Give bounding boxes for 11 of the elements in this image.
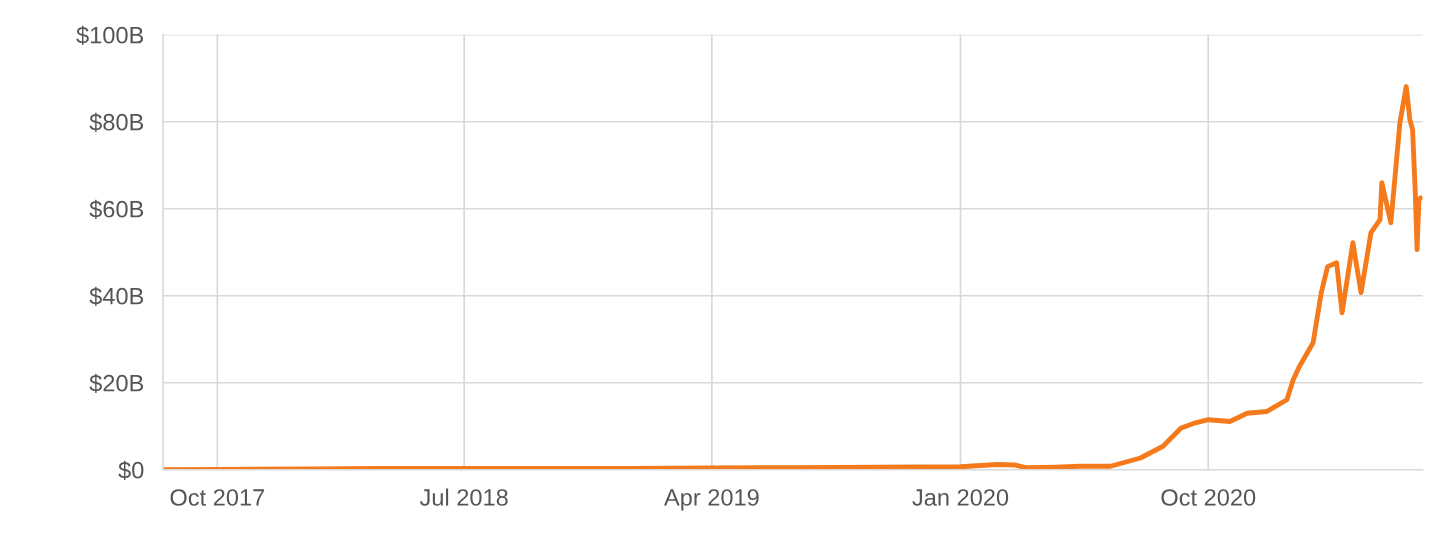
x-tick-label: Oct 2017 xyxy=(170,489,265,506)
y-tick-label: $40B xyxy=(89,286,144,306)
y-tick-label: $80B xyxy=(89,112,144,132)
y-tick-label: $100B xyxy=(76,25,144,45)
x-tick-label: Jan 2020 xyxy=(912,489,1009,506)
x-tick-label: Apr 2019 xyxy=(664,489,759,511)
x-tick-label: Jul 2018 xyxy=(419,488,508,506)
y-tick-label: $0 xyxy=(118,460,144,480)
x-tick-label: Oct 2020 xyxy=(1161,489,1256,506)
y-tick-label: $60B xyxy=(89,199,144,219)
y-tick-label: $20B xyxy=(89,373,144,393)
